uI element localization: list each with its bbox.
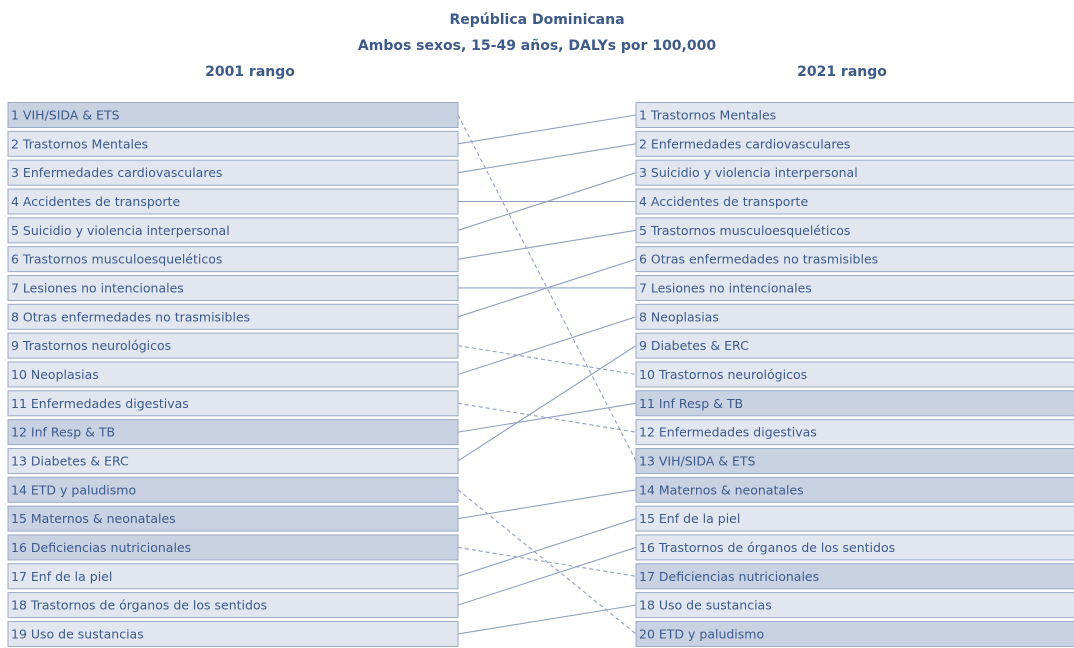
rank-label: 15 Maternos & neonatales [11, 511, 176, 526]
rank-label: 14 Maternos & neonatales [639, 482, 804, 497]
connector [457, 345, 637, 462]
rank-box [7, 505, 459, 532]
rank-label: 1 Trastornos Mentales [639, 108, 776, 123]
rank-label: 16 Trastornos de órganos de los sentidos [639, 540, 895, 555]
connector [457, 402, 637, 433]
rank-label: 11 Enfermedades digestivas [11, 396, 189, 411]
rank-label: 3 Enfermedades cardiovasculares [11, 165, 222, 180]
rank-box [635, 620, 1074, 647]
rank-label: 1 VIH/SIDA & ETS [11, 108, 120, 123]
connector [457, 546, 637, 577]
rank-box [635, 159, 1074, 186]
rank-box [635, 447, 1074, 474]
rank-box [635, 505, 1074, 532]
connector [457, 114, 637, 462]
rank-label: 17 Deficiencias nutricionales [639, 569, 819, 584]
rank-box [7, 188, 459, 215]
rank-label: 12 Enfermedades digestivas [639, 425, 817, 440]
rank-box [635, 563, 1074, 590]
rank-label: 14 ETD y paludismo [11, 482, 136, 497]
connector [457, 546, 637, 606]
rank-label: 11 Inf Resp & TB [639, 396, 743, 411]
connector [457, 143, 637, 174]
rank-label: 5 Trastornos musculoesqueléticos [639, 223, 850, 238]
rank-box [635, 303, 1074, 330]
rank-label: 8 Neoplasias [639, 309, 719, 324]
rank-box [7, 361, 459, 388]
rank-box [635, 332, 1074, 359]
rank-box [7, 274, 459, 301]
connector [457, 258, 637, 318]
rank-box [635, 419, 1074, 446]
rank-label: 10 Trastornos neurológicos [639, 367, 807, 382]
rank-box [635, 476, 1074, 503]
connector [457, 345, 637, 376]
rank-label: 5 Suicidio y violencia interpersonal [11, 223, 230, 238]
rank-label: 17 Enf de la piel [11, 569, 112, 584]
connector [457, 316, 637, 375]
connector [457, 402, 637, 433]
rank-label: 3 Suicidio y violencia interpersonal [639, 165, 858, 180]
rank-label: 18 Trastornos de órganos de los sentidos [11, 598, 267, 613]
rank-box [7, 534, 459, 561]
rank-box [7, 447, 459, 474]
connector [457, 489, 637, 520]
left-heading: 2001 rango [205, 64, 295, 80]
rank-label: 7 Lesiones no intencionales [11, 280, 184, 295]
connector [457, 489, 637, 635]
rank-box [7, 246, 459, 273]
rank-box [635, 246, 1074, 273]
rank-label: 8 Otras enfermedades no trasmisibles [11, 309, 250, 324]
rank-label: 10 Neoplasias [11, 367, 99, 382]
rank-box [7, 390, 459, 417]
rank-label: 12 Inf Resp & TB [11, 425, 115, 440]
rank-box [7, 217, 459, 244]
rank-box [7, 102, 459, 128]
rank-label: 13 Diabetes & ERC [11, 453, 129, 468]
rank-box [635, 274, 1074, 301]
rank-label: 15 Enf de la piel [639, 511, 740, 526]
rank-box [635, 534, 1074, 561]
rank-label: 6 Trastornos musculoesqueléticos [11, 252, 222, 267]
rank-label: 13 VIH/SIDA & ETS [639, 453, 756, 468]
connector [457, 604, 637, 635]
connector [457, 114, 637, 145]
rank-box [635, 361, 1074, 388]
rank-label: 4 Accidentes de transporte [11, 194, 180, 209]
rank-label: 18 Uso de sustancias [639, 598, 772, 613]
connector [457, 229, 637, 260]
rank-box [635, 188, 1074, 215]
rank-box [635, 102, 1074, 128]
rank-box [635, 130, 1074, 157]
connector [457, 172, 637, 231]
rank-box [635, 592, 1074, 619]
rank-box [7, 476, 459, 503]
rank-label: 20 ETD y paludismo [639, 626, 764, 641]
rank-box [7, 620, 459, 647]
rank-box [7, 419, 459, 446]
rank-box [7, 332, 459, 359]
rank-box [7, 303, 459, 330]
rank-box [7, 159, 459, 186]
rank-label: 16 Deficiencias nutricionales [11, 540, 191, 555]
rank-box [7, 563, 459, 590]
rank-label: 9 Trastornos neurológicos [11, 338, 171, 353]
rank-label: 9 Diabetes & ERC [639, 338, 749, 353]
right-heading: 2021 rango [797, 64, 887, 80]
rank-box [7, 130, 459, 157]
rank-box [7, 592, 459, 619]
rank-box [635, 217, 1074, 244]
rank-box [635, 390, 1074, 417]
rank-label: 2 Enfermedades cardiovasculares [639, 136, 850, 151]
rank-label: 6 Otras enfermedades no trasmisibles [639, 252, 878, 267]
title: República Dominicana [449, 12, 624, 28]
rank-label: 4 Accidentes de transporte [639, 194, 808, 209]
rank-label: 7 Lesiones no intencionales [639, 280, 812, 295]
rank-label: 2 Trastornos Mentales [11, 136, 148, 151]
rank-label: 19 Uso de sustancias [11, 626, 144, 641]
connector [457, 518, 637, 577]
subtitle: Ambos sexos, 15-49 años, DALYs por 100,0… [358, 38, 716, 54]
